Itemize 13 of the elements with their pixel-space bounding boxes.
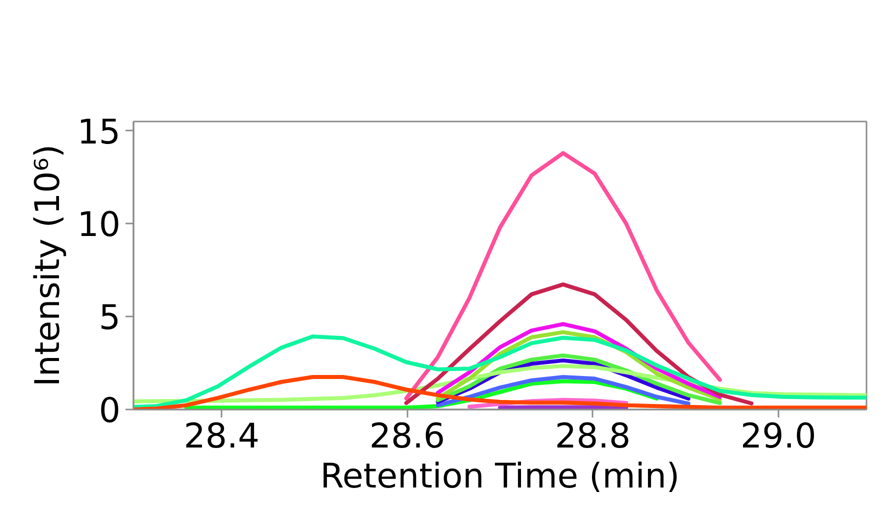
x-tick-label: 28.4: [184, 416, 260, 456]
y-tick-label: 5: [98, 298, 121, 338]
line-series: [436, 374, 690, 408]
y-tick-label: 10: [77, 205, 120, 246]
x-tick-label: 28.8: [554, 416, 631, 456]
x-tick-label: 29.0: [740, 416, 816, 456]
y-axis-title: Intensity (10⁶): [28, 144, 68, 387]
x-tick-label: 28.6: [369, 416, 446, 456]
x-axis-title: Retention Time (min): [320, 456, 680, 496]
line-series: [404, 282, 754, 406]
line-series: [404, 151, 722, 400]
y-tick-label: 0: [98, 391, 121, 431]
y-tick-label: 15: [77, 112, 120, 152]
